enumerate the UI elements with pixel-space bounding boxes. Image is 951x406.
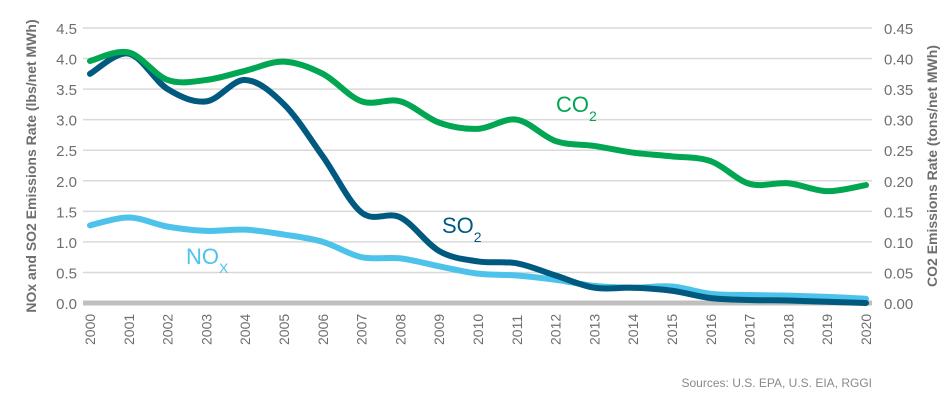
x-tick-label: 2008 xyxy=(392,314,408,345)
left-y-tick-label: 1.5 xyxy=(56,204,77,221)
x-tick-label: 2014 xyxy=(625,314,641,345)
x-tick-label: 2003 xyxy=(198,314,214,345)
right-axis-title: CO2 Emissions Rate (tons/net MWh) xyxy=(924,45,940,287)
right-y-tick-label: 0.10 xyxy=(884,235,913,252)
left-y-tick-label: 0.5 xyxy=(56,265,77,282)
x-tick-label: 2019 xyxy=(819,314,835,345)
right-y-tick-label: 0.15 xyxy=(884,204,913,221)
x-tick-label: 2017 xyxy=(742,314,758,345)
right-y-ticks: 0.00 0.05 0.10 0.15 0.20 0.25 0.30 0.35 0.40 0.45 xyxy=(884,21,913,313)
series-line-nox xyxy=(87,214,869,302)
x-tick-label: 2006 xyxy=(315,314,331,345)
x-ticks: 2000 2001 2002 2003 2004 2005 2006 2007 2008 2009… xyxy=(82,314,874,345)
x-tick-label: 2012 xyxy=(548,314,564,345)
left-y-tick-label: 2.5 xyxy=(56,143,77,160)
left-y-tick-label: 4.0 xyxy=(56,52,77,69)
series-label-nox: NOX xyxy=(186,244,229,276)
right-y-tick-label: 0.30 xyxy=(884,113,913,130)
series-line-so2 xyxy=(87,50,869,306)
source-note: Sources: U.S. EPA, U.S. EIA, RGGI xyxy=(682,376,873,390)
right-y-tick-label: 0.45 xyxy=(884,21,913,38)
right-y-tick-label: 0.20 xyxy=(884,174,913,191)
gridlines xyxy=(83,27,872,306)
x-tick-label: 2013 xyxy=(586,314,602,345)
right-y-tick-label: 0.40 xyxy=(884,52,913,69)
left-y-tick-label: 4.5 xyxy=(56,21,77,38)
left-y-tick-label: 3.5 xyxy=(56,82,77,99)
right-y-tick-label: 0.05 xyxy=(884,265,913,282)
left-y-tick-label: 0.0 xyxy=(56,296,77,313)
x-tick-label: 2018 xyxy=(780,314,796,345)
x-tick-label: 2009 xyxy=(431,314,447,345)
x-tick-label: 2004 xyxy=(237,314,253,345)
series-line-co2 xyxy=(87,48,869,195)
x-tick-label: 2011 xyxy=(509,315,525,345)
x-tick-label: 2016 xyxy=(703,314,719,345)
right-y-tick-label: 0.00 xyxy=(884,296,913,313)
series-label-co2: CO2 xyxy=(556,92,597,124)
x-tick-label: 2020 xyxy=(858,314,874,345)
right-y-tick-label: 0.35 xyxy=(884,82,913,99)
x-tick-label: 2005 xyxy=(276,314,292,345)
series-lines xyxy=(87,48,869,306)
left-axis-title: NOx and SO2 Emissions Rate (lbs/net MWh) xyxy=(23,19,39,312)
x-tick-label: 2001 xyxy=(121,314,137,345)
x-tick-label: 2015 xyxy=(664,314,680,345)
x-tick-label: 2007 xyxy=(354,314,370,345)
x-tick-label: 2010 xyxy=(470,314,486,345)
x-tick-label: 2002 xyxy=(160,314,176,345)
right-y-tick-label: 0.25 xyxy=(884,143,913,160)
left-y-tick-label: 3.0 xyxy=(56,113,77,130)
left-y-tick-label: 2.0 xyxy=(56,174,77,191)
x-tick-label: 2000 xyxy=(82,314,98,345)
series-label-so2: SO2 xyxy=(442,213,482,245)
left-y-tick-label: 1.0 xyxy=(56,235,77,252)
left-y-ticks: 0.0 0.5 1.0 1.5 2.0 2.5 3.0 3.5 4.0 4.5 xyxy=(56,21,77,313)
